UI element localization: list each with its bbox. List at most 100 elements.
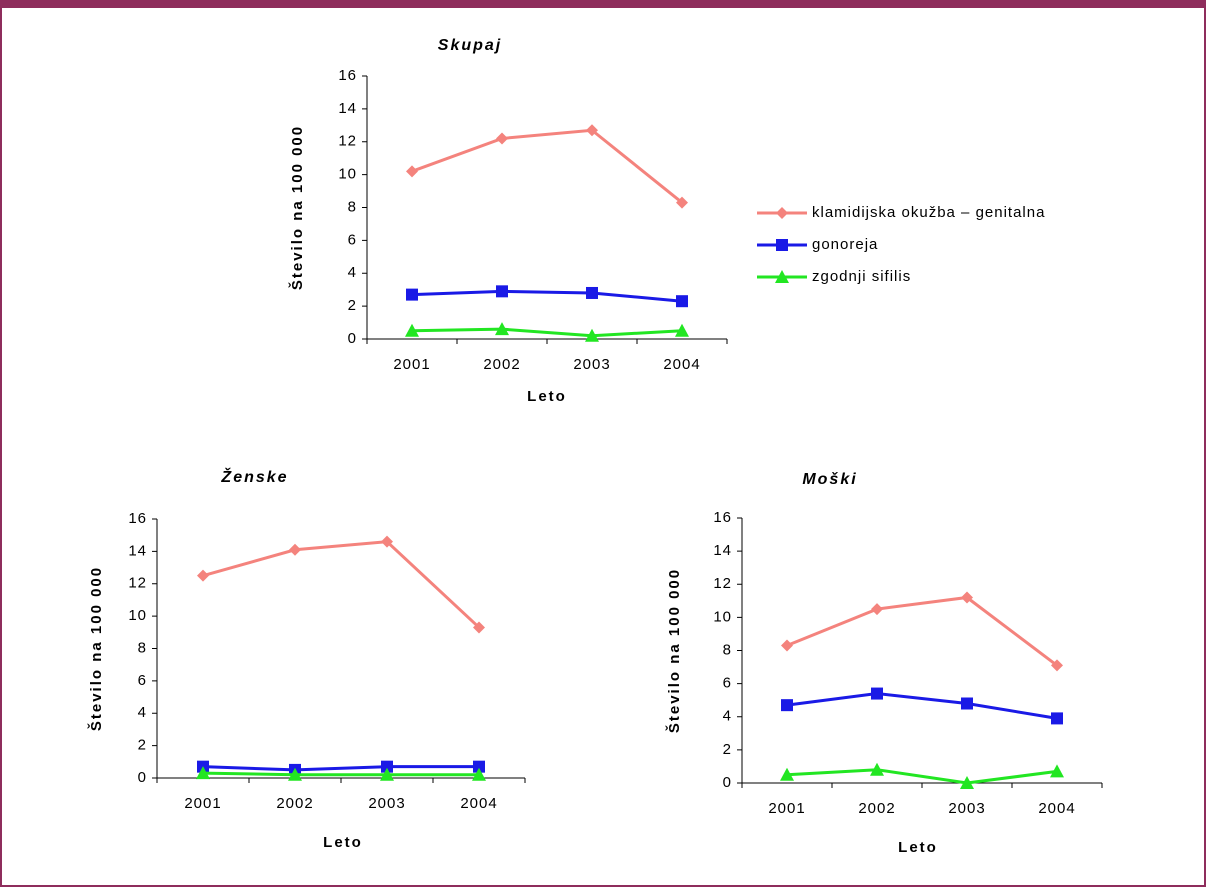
y-tick-label: 8 — [348, 198, 357, 215]
y-tick-label: 16 — [128, 510, 147, 527]
series-line — [202, 771, 479, 777]
x-tick-label: 2004 — [460, 795, 497, 812]
y-tick-label: 8 — [138, 639, 147, 656]
marker — [961, 697, 973, 710]
y-tick-label: 16 — [338, 67, 357, 84]
y-tick-label: 4 — [348, 264, 357, 281]
y-axis-title: Število na 100 000 — [87, 566, 105, 731]
marker — [380, 767, 394, 781]
legend-label: klamidijska okužba – genitalna — [812, 204, 1045, 221]
marker — [775, 270, 789, 283]
marker — [197, 569, 209, 582]
chart: Moški Število na 100 000 Leto 0 2 4 6 8 10 12 14 16… — [665, 471, 1103, 856]
y-tick-label: 16 — [713, 509, 732, 526]
marker — [1051, 712, 1063, 725]
marker — [406, 165, 418, 178]
marker — [495, 322, 509, 336]
marker — [406, 288, 418, 301]
chart: Ženske Število na 100 000 Leto 0 2 4 6 8 10 12 14 1… — [87, 467, 526, 851]
marker — [586, 286, 598, 299]
y-tick-label: 12 — [713, 575, 732, 592]
y-tick-label: 4 — [723, 708, 732, 725]
marker — [960, 776, 974, 789]
marker — [1050, 764, 1064, 778]
y-tick-label: 8 — [723, 641, 732, 658]
x-tick-label: 2002 — [483, 356, 520, 373]
marker — [676, 295, 688, 308]
marker — [289, 543, 301, 556]
chart-title: Ženske — [220, 467, 288, 486]
x-tick-label: 2004 — [663, 356, 700, 373]
y-tick-label: 0 — [138, 769, 147, 786]
x-axis-title: Leto — [323, 834, 363, 851]
marker — [472, 767, 486, 781]
marker — [871, 687, 883, 700]
chart-title: Skupaj — [438, 37, 502, 54]
marker — [675, 323, 689, 337]
marker — [586, 124, 598, 137]
x-tick-label: 2003 — [368, 795, 405, 812]
header-band — [0, 0, 1206, 8]
y-tick-label: 10 — [713, 608, 732, 625]
series-line — [786, 692, 1058, 720]
y-tick-label: 0 — [348, 330, 357, 347]
marker — [870, 762, 884, 776]
legend-label: gonoreja — [812, 236, 878, 253]
chart-title: Moški — [802, 471, 857, 488]
chart: Skupaj Število na 100 000 Leto 0 2 4 6 8 10 12 14 1… — [288, 37, 1045, 405]
y-tick-label: 2 — [723, 741, 732, 758]
y-axis-title: Število na 100 000 — [665, 568, 683, 733]
y-tick-label: 2 — [138, 737, 147, 754]
y-axis-title: Število na 100 000 — [288, 125, 306, 290]
x-tick-label: 2003 — [948, 800, 985, 817]
series-line — [411, 128, 683, 204]
marker — [961, 591, 973, 604]
y-tick-label: 14 — [338, 100, 357, 117]
marker — [1051, 659, 1063, 672]
y-tick-label: 6 — [723, 675, 732, 692]
x-tick-label: 2003 — [573, 356, 610, 373]
marker — [496, 285, 508, 298]
y-tick-label: 6 — [348, 231, 357, 248]
x-tick-label: 2001 — [184, 795, 221, 812]
x-tick-label: 2001 — [768, 800, 805, 817]
marker — [781, 639, 793, 652]
x-axis-title: Leto — [898, 839, 938, 856]
x-axis-title: Leto — [527, 388, 567, 405]
series-line — [202, 540, 481, 629]
y-tick-label: 12 — [128, 575, 147, 592]
marker — [196, 766, 210, 780]
y-tick-label: 14 — [713, 542, 732, 559]
y-tick-label: 10 — [128, 607, 147, 624]
x-tick-label: 2004 — [1038, 800, 1075, 817]
y-tick-label: 10 — [338, 166, 357, 183]
marker — [781, 699, 793, 712]
marker — [473, 760, 485, 773]
y-tick-label: 14 — [128, 542, 147, 559]
marker — [776, 239, 788, 251]
y-tick-label: 4 — [138, 704, 147, 721]
marker — [496, 132, 508, 145]
series-line — [411, 289, 683, 303]
y-tick-label: 0 — [723, 774, 732, 791]
marker — [676, 196, 688, 209]
marker — [381, 535, 393, 548]
marker — [780, 767, 794, 781]
y-tick-label: 2 — [348, 297, 357, 314]
legend-label: zgodnji sifilis — [812, 268, 911, 285]
series-line — [202, 765, 479, 772]
marker — [776, 207, 788, 219]
x-tick-label: 2002 — [858, 800, 895, 817]
marker — [288, 767, 302, 781]
x-tick-label: 2001 — [393, 356, 430, 373]
y-tick-label: 12 — [338, 133, 357, 150]
marker — [405, 323, 419, 337]
y-tick-label: 6 — [138, 672, 147, 689]
series-line — [786, 595, 1058, 667]
marker — [381, 760, 393, 773]
marker — [585, 328, 599, 342]
marker — [473, 621, 485, 634]
series-line — [411, 327, 683, 338]
